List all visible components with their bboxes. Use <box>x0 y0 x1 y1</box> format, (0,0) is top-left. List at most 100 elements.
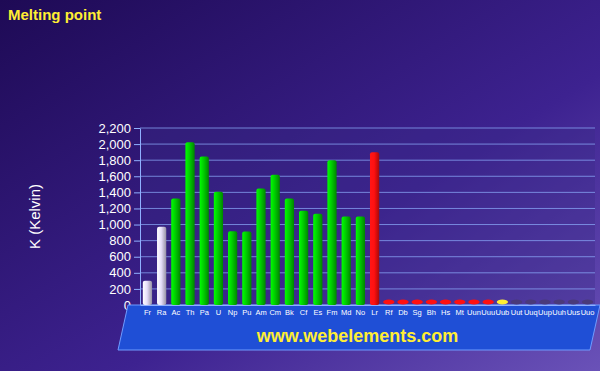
bar <box>327 160 336 305</box>
x-tick-label: Am <box>255 308 266 317</box>
x-tick-label: Pa <box>200 308 210 317</box>
x-tick: Bk <box>285 305 294 317</box>
x-axis-line <box>141 305 596 306</box>
x-tick: Db <box>398 305 408 317</box>
y-tick-label: 800 <box>109 233 131 248</box>
bar <box>256 188 265 305</box>
x-tick-label: Uuu <box>481 308 495 317</box>
no-data-marker <box>525 300 536 305</box>
x-tick: Pu <box>242 305 251 317</box>
no-data-marker <box>497 300 508 305</box>
bar <box>228 231 237 305</box>
y-tick: 1,000 <box>98 217 140 232</box>
y-tick: 1,200 <box>98 201 140 216</box>
x-tick-label: Th <box>186 308 195 317</box>
x-tick-label: U <box>216 308 221 317</box>
x-tick-label: Uub <box>495 308 509 317</box>
y-tick-mark <box>134 192 140 193</box>
x-tick-label: Bh <box>427 308 436 317</box>
x-tick-label: Ac <box>171 308 180 317</box>
x-tick-label: Bk <box>285 308 294 317</box>
x-tick-label: Np <box>228 308 238 317</box>
x-tick-label: Uuh <box>552 308 566 317</box>
y-tick-label: 200 <box>109 282 131 297</box>
x-tick-label: Uus <box>567 308 581 317</box>
x-tick: Sg <box>413 305 422 317</box>
y-axis-title: K (Kelvin) <box>26 184 43 249</box>
no-data-marker <box>412 300 423 305</box>
bar <box>356 217 365 306</box>
x-tick: U <box>216 305 221 317</box>
x-tick-label: Ra <box>157 308 167 317</box>
x-tick-label: Mt <box>456 308 465 317</box>
x-tick: Ac <box>171 305 180 317</box>
x-tick-label: No <box>356 308 366 317</box>
x-tick-label: Fr <box>144 308 152 317</box>
grid-line <box>140 128 595 129</box>
y-tick: 2,000 <box>98 137 140 152</box>
y-tick-label: 1,800 <box>98 153 131 168</box>
y-tick-mark <box>134 144 140 145</box>
bar <box>342 217 351 306</box>
x-tick: Uup <box>538 305 552 317</box>
y-tick: 1,800 <box>98 153 140 168</box>
y-tick: 200 <box>109 282 140 297</box>
bar <box>370 152 379 305</box>
platform <box>118 305 600 350</box>
x-tick-label: Cf <box>300 308 308 317</box>
x-tick: Bh <box>427 305 436 317</box>
bar <box>299 211 308 305</box>
y-tick-mark <box>134 160 140 161</box>
bar <box>143 281 152 305</box>
y-tick: 400 <box>109 265 140 280</box>
x-tick-label: Db <box>398 308 408 317</box>
plot-wall <box>140 128 595 305</box>
x-tick-label: Uuo <box>581 308 595 317</box>
bar <box>171 199 180 305</box>
x-tick-label: Pu <box>242 308 251 317</box>
x-tick: Uun <box>467 305 481 317</box>
x-tick-label: Uuq <box>524 308 538 317</box>
y-tick: 2,200 <box>98 121 140 136</box>
x-tick: Fm <box>327 305 338 317</box>
y-tick-mark <box>134 176 140 177</box>
no-data-marker <box>454 300 465 305</box>
y-tick: 1,600 <box>98 169 140 184</box>
bar <box>285 199 294 305</box>
y-tick-label: 1,200 <box>98 201 131 216</box>
no-data-marker <box>539 300 550 305</box>
no-data-marker <box>582 300 593 305</box>
x-tick-label: Es <box>313 308 322 317</box>
x-tick: Uuo <box>581 305 595 317</box>
x-tick: Uub <box>495 305 509 317</box>
x-tick: Es <box>313 305 322 317</box>
no-data-marker <box>468 300 479 305</box>
x-tick-label: Uup <box>538 308 552 317</box>
y-axis-line <box>140 129 141 306</box>
x-tick-label: Rf <box>385 308 393 317</box>
bar <box>271 175 280 305</box>
y-tick-mark <box>134 273 140 274</box>
y-tick-label: 2,000 <box>98 137 131 152</box>
x-tick: Md <box>341 305 351 317</box>
no-data-marker <box>568 300 579 305</box>
no-data-marker <box>383 300 394 305</box>
x-tick: Uus <box>567 305 581 317</box>
y-tick-label: 600 <box>109 249 131 264</box>
bars <box>143 142 593 305</box>
chart: 02004006008001,0001,2001,4001,6001,8002,… <box>0 0 600 371</box>
x-tick: Cf <box>300 305 308 317</box>
x-tick: No <box>356 305 366 317</box>
no-data-marker <box>483 300 494 305</box>
x-tick: Uut <box>511 305 524 317</box>
x-tick-label: Hs <box>441 308 450 317</box>
x-tick-label: Fm <box>327 308 338 317</box>
background <box>0 0 600 371</box>
y-tick-label: 2,200 <box>98 121 131 136</box>
y-tick: 1,400 <box>98 185 140 200</box>
no-data-marker <box>554 300 565 305</box>
x-tick: Ra <box>157 305 167 317</box>
y-tick: 600 <box>109 249 140 264</box>
x-tick: Fr <box>144 305 152 317</box>
y-tick-mark <box>134 257 140 258</box>
